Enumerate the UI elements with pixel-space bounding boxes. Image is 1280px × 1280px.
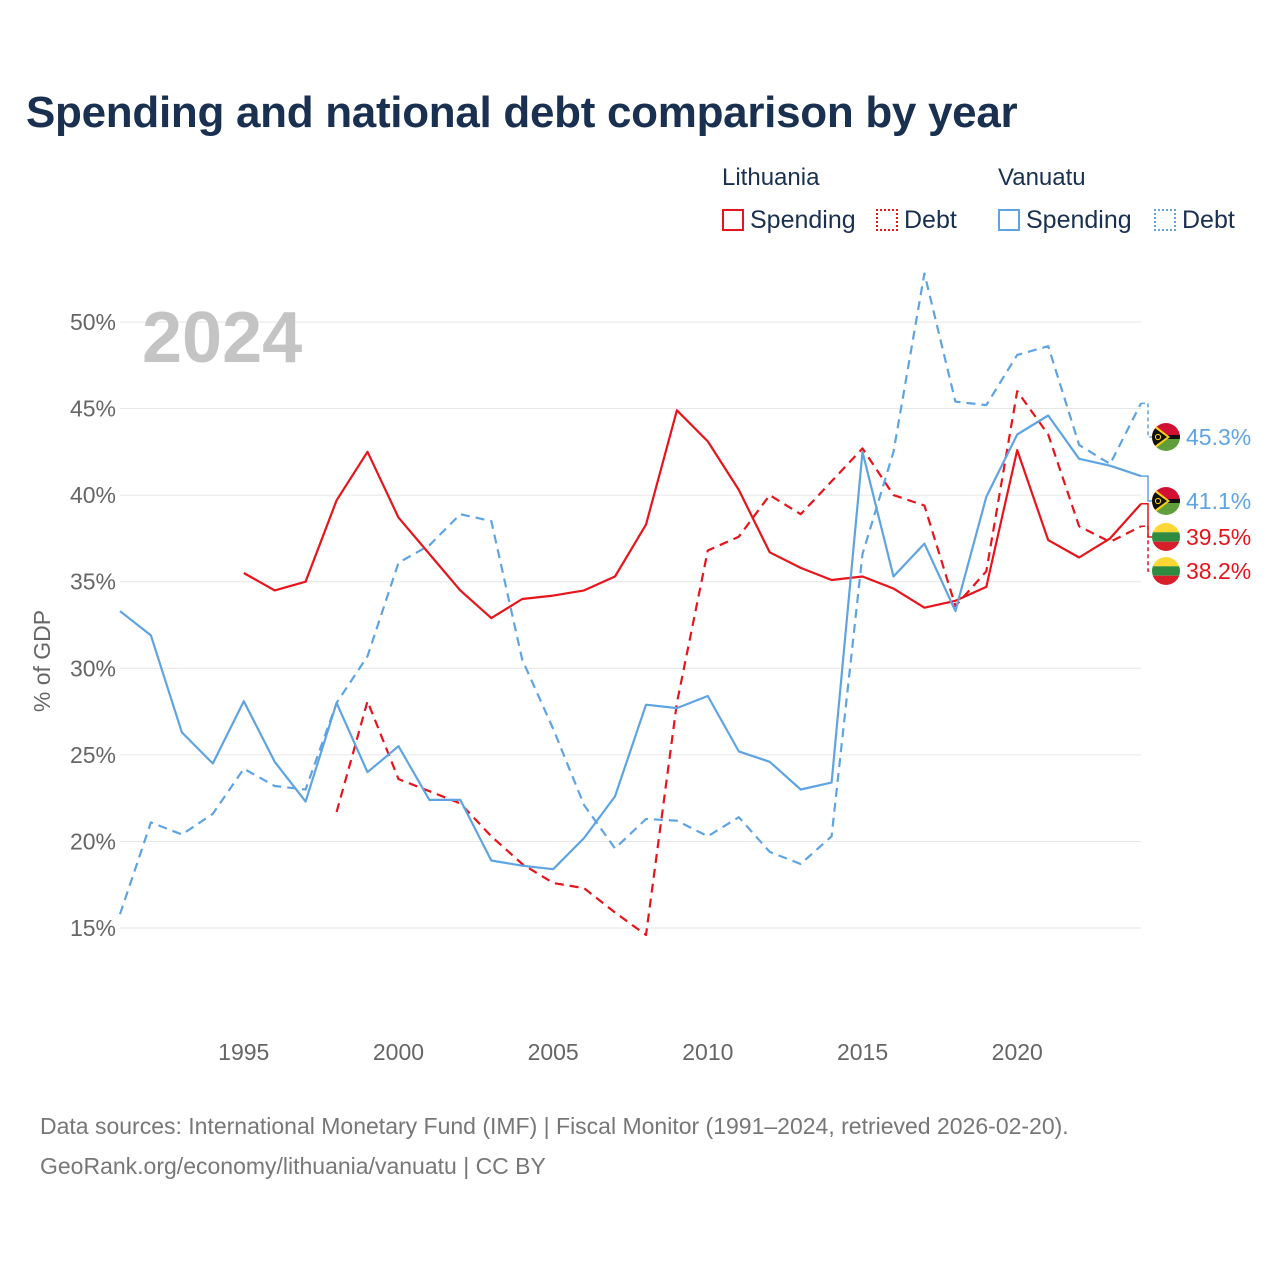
lithuania-flag-icon (1152, 557, 1180, 585)
x-tick-label: 2010 (682, 1039, 733, 1065)
end-value-label: 41.1% (1186, 488, 1251, 514)
y-tick-label: 20% (70, 828, 116, 854)
sources-line-2[interactable]: GeoRank.org/economy/lithuania/vanuatu | … (40, 1153, 546, 1179)
end-connector (1141, 503, 1152, 538)
legend-swatch-solid (998, 209, 1020, 231)
legend-label: Debt (1182, 205, 1235, 234)
x-tick-label: 2005 (528, 1039, 579, 1065)
legend-swatch-dotted (876, 209, 898, 231)
line-chart: 2024 15% 20% 25% 30% 35% 40% 45% 50% 1995 2000 20… (29, 272, 1251, 1065)
y-axis-label: % of GDP (29, 610, 55, 712)
y-tick-label: 35% (70, 569, 116, 595)
series-line-vanuatu-spending[interactable] (119, 414, 1142, 871)
x-tick-label: 2000 (373, 1039, 424, 1065)
x-axis-ticks: 1995 2000 2005 2010 2015 2020 (218, 1039, 1043, 1065)
legend-label: Spending (750, 205, 856, 234)
end-connector (1141, 402, 1152, 438)
y-tick-label: 25% (70, 742, 116, 768)
series-line-lithuania-debt[interactable] (335, 390, 1142, 937)
grid-lines (120, 321, 1141, 929)
end-value-label: 45.3% (1186, 424, 1251, 450)
end-connector (1141, 525, 1152, 572)
chart-title: Spending and national debt comparison by… (26, 88, 1018, 137)
year-watermark: 2024 (142, 298, 302, 378)
y-tick-label: 30% (70, 655, 116, 681)
x-tick-label: 1995 (218, 1039, 269, 1065)
legend-swatch-solid (722, 209, 744, 231)
y-tick-label: 50% (70, 309, 116, 335)
legend-vanuatu-spending[interactable]: Spending (998, 206, 1132, 234)
legend-lithuania-label: Lithuania (722, 164, 820, 191)
legend-label: Debt (904, 205, 957, 234)
vanuatu-flag-icon (1152, 423, 1180, 451)
legend-lithuania-debt[interactable]: Debt (876, 206, 957, 234)
legend-label: Spending (1026, 205, 1132, 234)
legend-vanuatu-debt[interactable]: Debt (1154, 206, 1235, 234)
x-tick-label: 2015 (837, 1039, 888, 1065)
vanuatu-flag-icon (1152, 487, 1180, 515)
legend-lithuania-spending[interactable]: Spending (722, 206, 856, 234)
y-axis-ticks: 15% 20% 25% 30% 35% 40% 45% 50% (70, 309, 116, 941)
lithuania-flag-icon (1152, 523, 1180, 551)
end-labels: 39.5% 38.2% 41.1% 45.3% (1141, 402, 1251, 585)
y-tick-label: 40% (70, 482, 116, 508)
end-value-label: 39.5% (1186, 524, 1251, 550)
legend-swatch-dotted (1154, 209, 1176, 231)
series-lines (118, 272, 1142, 937)
y-tick-label: 15% (70, 915, 116, 941)
series-line-vanuatu-debt[interactable] (118, 272, 1142, 915)
sources-line-1: Data sources: International Monetary Fun… (40, 1113, 1069, 1139)
legend-vanuatu-label: Vanuatu (998, 164, 1086, 191)
data-sources: Data sources: International Monetary Fun… (40, 1106, 1069, 1186)
end-value-label: 38.2% (1186, 558, 1251, 584)
end-connector (1141, 475, 1152, 502)
x-tick-label: 2020 (992, 1039, 1043, 1065)
y-tick-label: 45% (70, 396, 116, 422)
series-line-lithuania-spending[interactable] (243, 409, 1142, 620)
